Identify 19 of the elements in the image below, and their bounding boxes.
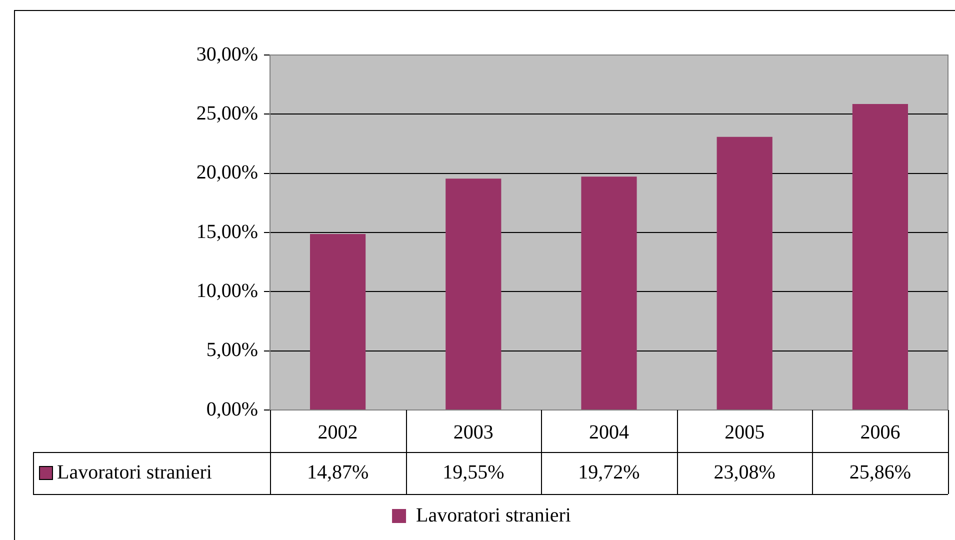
data-label: 19,72% xyxy=(578,461,640,484)
y-tick-label: 15,00% xyxy=(196,220,258,243)
x-tick-label: 2004 xyxy=(589,421,629,444)
x-tick-label: 2002 xyxy=(318,421,358,444)
y-tick-label: 0,00% xyxy=(206,398,258,420)
x-tick-label: 2006 xyxy=(860,421,900,444)
x-tick-label: 2003 xyxy=(453,421,494,444)
x-tick-label: 2005 xyxy=(724,421,765,444)
text: Lavoratori stranieri xyxy=(57,461,212,484)
y-tick-label: 5,00% xyxy=(206,339,258,362)
y-tick-label: 10,00% xyxy=(196,280,258,302)
legend-label: Lavoratori stranieri xyxy=(416,504,572,526)
y-tick-label: 30,00% xyxy=(196,43,258,66)
data-label: 14,87% xyxy=(306,461,369,484)
data-label: 25,86% xyxy=(849,461,912,484)
y-tick-label: 20,00% xyxy=(196,162,258,184)
data-label: 19,55% xyxy=(442,461,504,484)
data-label: 23,08% xyxy=(714,461,776,484)
y-tick-label: 25,00% xyxy=(196,102,258,124)
